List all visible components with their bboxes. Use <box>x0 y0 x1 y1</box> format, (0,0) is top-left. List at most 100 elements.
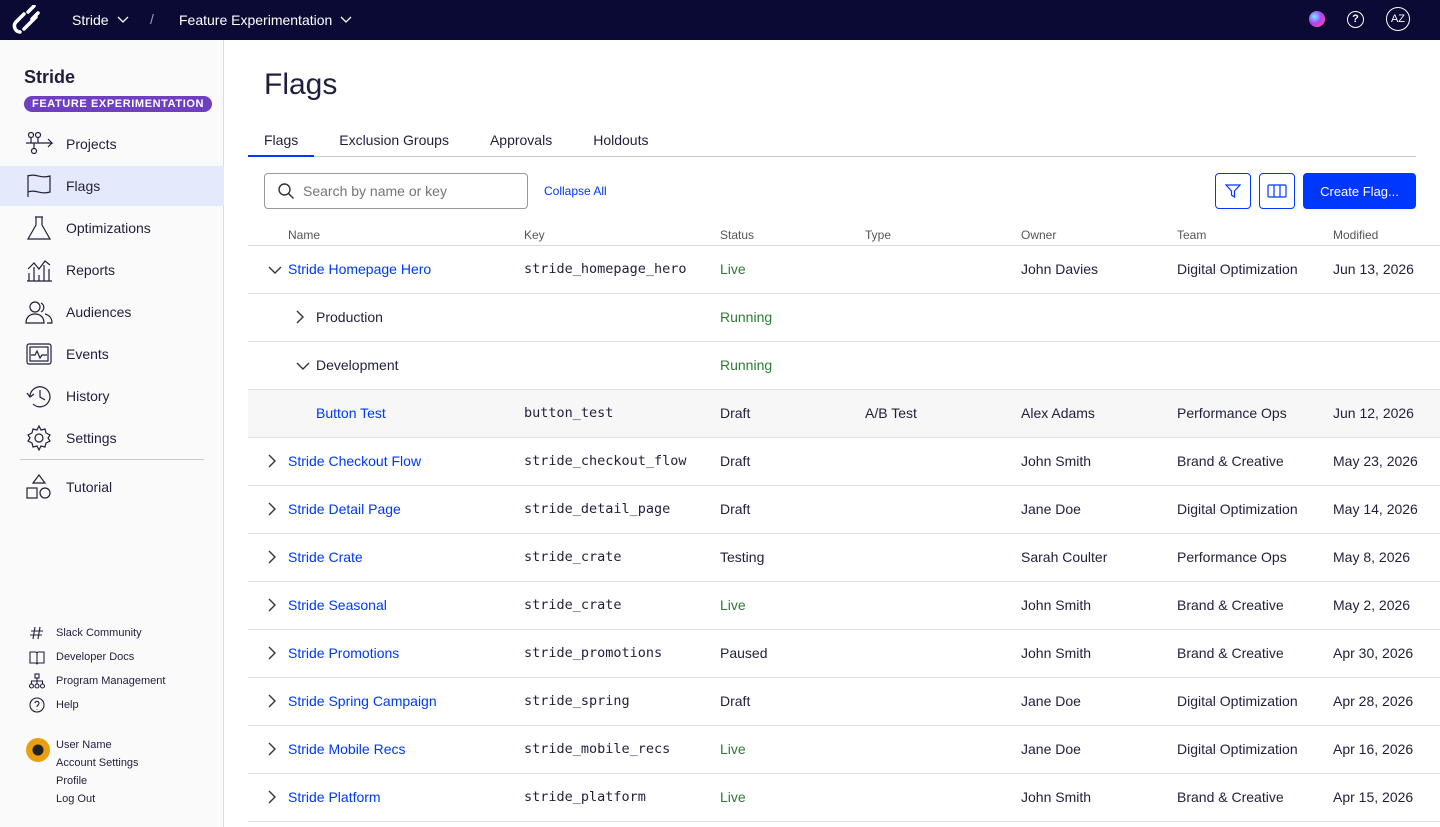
sidebar-item-settings[interactable]: Settings <box>0 418 224 458</box>
tab-approvals[interactable]: Approvals <box>489 132 553 148</box>
footer-link-slack-community[interactable]: Slack Community <box>28 626 142 640</box>
table-row[interactable]: Development Running <box>248 342 1440 390</box>
cell-team: Digital Optimization <box>1177 261 1298 277</box>
sidebar-item-events[interactable]: Events <box>0 334 224 374</box>
table-row[interactable]: Stride Promotions stride_promotions Paused… <box>248 630 1440 678</box>
search-box[interactable] <box>264 173 528 209</box>
sidebar-item-label: Flags <box>66 178 101 194</box>
column-header-status[interactable]: Status <box>720 228 755 242</box>
collapse-all-link[interactable]: Collapse All <box>544 184 607 198</box>
footer-link-developer-docs[interactable]: Developer Docs <box>28 650 134 665</box>
cell-key: stride_platform <box>524 789 646 805</box>
sidebar-item-flags[interactable]: Flags <box>0 166 224 206</box>
column-header-team[interactable]: Team <box>1177 228 1207 242</box>
cell-team: Brand & Creative <box>1177 645 1284 661</box>
cell-name[interactable]: Stride Detail Page <box>288 501 401 517</box>
chevron-right-icon[interactable] <box>268 742 276 756</box>
cell-team: Digital Optimization <box>1177 741 1298 757</box>
cell-modified: Apr 15, 2026 <box>1333 789 1414 805</box>
cell-name[interactable]: Stride Platform <box>288 789 381 805</box>
table-row[interactable]: Stride Seasonal stride_crate Live John Smit… <box>248 582 1440 630</box>
create-flag-button[interactable]: Create Flag... <box>1303 173 1416 209</box>
breadcrumb-separator: / <box>150 11 154 27</box>
tab-holdouts[interactable]: Holdouts <box>593 132 649 148</box>
table-row[interactable]: Stride Platform stride_platform Live John S… <box>248 774 1440 822</box>
footer-link-program-management[interactable]: Program Management <box>28 673 165 689</box>
chevron-down-icon[interactable] <box>268 266 282 274</box>
cell-status: Live <box>720 741 746 757</box>
help-icon <box>29 697 45 713</box>
cell-modified: Apr 16, 2026 <box>1333 741 1414 757</box>
cell-name[interactable]: Stride Checkout Flow <box>288 453 422 469</box>
footer-link-help[interactable]: Help <box>28 697 79 713</box>
columns-button[interactable] <box>1259 173 1295 209</box>
cell-type: A/B Test <box>865 405 917 421</box>
user-avatar[interactable]: AZ <box>1386 7 1410 31</box>
cell-owner: John Davies <box>1021 261 1099 277</box>
tab-flags[interactable]: Flags <box>248 128 315 157</box>
product-switcher[interactable]: Feature Experimentation <box>179 12 352 28</box>
column-header-key[interactable]: Key <box>524 228 545 242</box>
cell-owner: Jane Doe <box>1021 501 1081 517</box>
table-row[interactable]: Stride Detail Page stride_detail_page Draf… <box>248 486 1440 534</box>
table-row[interactable]: Button Test button_test Draft A/B Test Alex … <box>248 390 1440 438</box>
sidebar-item-history[interactable]: History <box>0 376 224 416</box>
cell-status: Live <box>720 597 746 613</box>
sidebar-item-audiences[interactable]: Audiences <box>0 292 224 332</box>
chevron-right-icon[interactable] <box>268 694 276 708</box>
cell-team: Performance Ops <box>1177 405 1287 421</box>
chevron-right-icon[interactable] <box>268 550 276 564</box>
chevron-right-icon[interactable] <box>268 646 276 660</box>
cell-name[interactable]: Stride Seasonal <box>288 597 387 613</box>
columns-icon <box>1267 184 1287 198</box>
filter-button[interactable] <box>1215 173 1251 209</box>
project-switcher[interactable]: Stride <box>72 12 129 28</box>
tab-bar: Flags Exclusion Groups Approvals Holdouts <box>248 128 1416 157</box>
table-row[interactable]: Stride Checkout Flow stride_checkout_flow… <box>248 438 1440 486</box>
cell-team: Brand & Creative <box>1177 789 1284 805</box>
chevron-right-icon[interactable] <box>296 310 304 324</box>
sidebar-item-projects[interactable]: Projects <box>0 124 224 164</box>
cell-name[interactable]: Button Test <box>316 405 386 421</box>
user-avatar-image <box>26 738 50 762</box>
chevron-right-icon[interactable] <box>268 502 276 516</box>
table-row[interactable]: Stride Homepage Hero stride_homepage_hero… <box>248 246 1440 294</box>
table-row[interactable]: Production Running <box>248 294 1440 342</box>
cell-modified: Apr 30, 2026 <box>1333 645 1414 661</box>
column-header-owner[interactable]: Owner <box>1021 228 1057 242</box>
column-header-modified[interactable]: Modified <box>1333 228 1379 242</box>
ai-assistant-icon[interactable] <box>1309 11 1325 27</box>
cell-status: Live <box>720 789 746 805</box>
sidebar-item-tutorial[interactable]: Tutorial <box>0 467 224 507</box>
column-header-name[interactable]: Name <box>288 228 321 242</box>
product-badge: FEATURE EXPERIMENTATION <box>24 96 213 112</box>
chevron-right-icon[interactable] <box>268 454 276 468</box>
table-row[interactable]: Stride Mobile Recs stride_mobile_recs Live… <box>248 726 1440 774</box>
chevron-right-icon[interactable] <box>268 598 276 612</box>
cell-status: Testing <box>720 549 765 565</box>
cell-name[interactable]: Stride Homepage Hero <box>288 261 432 277</box>
tab-exclusion-groups[interactable]: Exclusion Groups <box>339 132 449 148</box>
user-link-label: Account Settings <box>56 757 139 769</box>
audiences-icon <box>25 301 53 324</box>
sidebar-item-reports[interactable]: Reports <box>0 250 224 290</box>
cell-status: Live <box>720 261 746 277</box>
chevron-down-icon[interactable] <box>296 362 310 370</box>
logo-icon[interactable] <box>10 5 42 35</box>
cell-name[interactable]: Stride Mobile Recs <box>288 741 406 757</box>
gear-icon <box>27 425 51 451</box>
cell-name[interactable]: Stride Promotions <box>288 645 400 661</box>
cell-owner: John Smith <box>1021 645 1092 661</box>
cell-name[interactable]: Stride Spring Campaign <box>288 693 437 709</box>
search-input[interactable] <box>303 183 523 199</box>
table-row[interactable]: Stride Spring Campaign stride_spring Draft… <box>248 678 1440 726</box>
cell-key: stride_detail_page <box>524 501 671 517</box>
help-icon[interactable]: ? <box>1347 10 1364 28</box>
sidebar-item-label: Reports <box>66 262 116 278</box>
cell-modified: May 14, 2026 <box>1333 501 1418 517</box>
cell-name[interactable]: Stride Crate <box>288 549 363 565</box>
chevron-right-icon[interactable] <box>268 790 276 804</box>
column-header-type[interactable]: Type <box>865 228 892 242</box>
sidebar-item-optimizations[interactable]: Optimizations <box>0 208 224 248</box>
table-row[interactable]: Stride Crate stride_crate Testing Sarah Cou… <box>248 534 1440 582</box>
